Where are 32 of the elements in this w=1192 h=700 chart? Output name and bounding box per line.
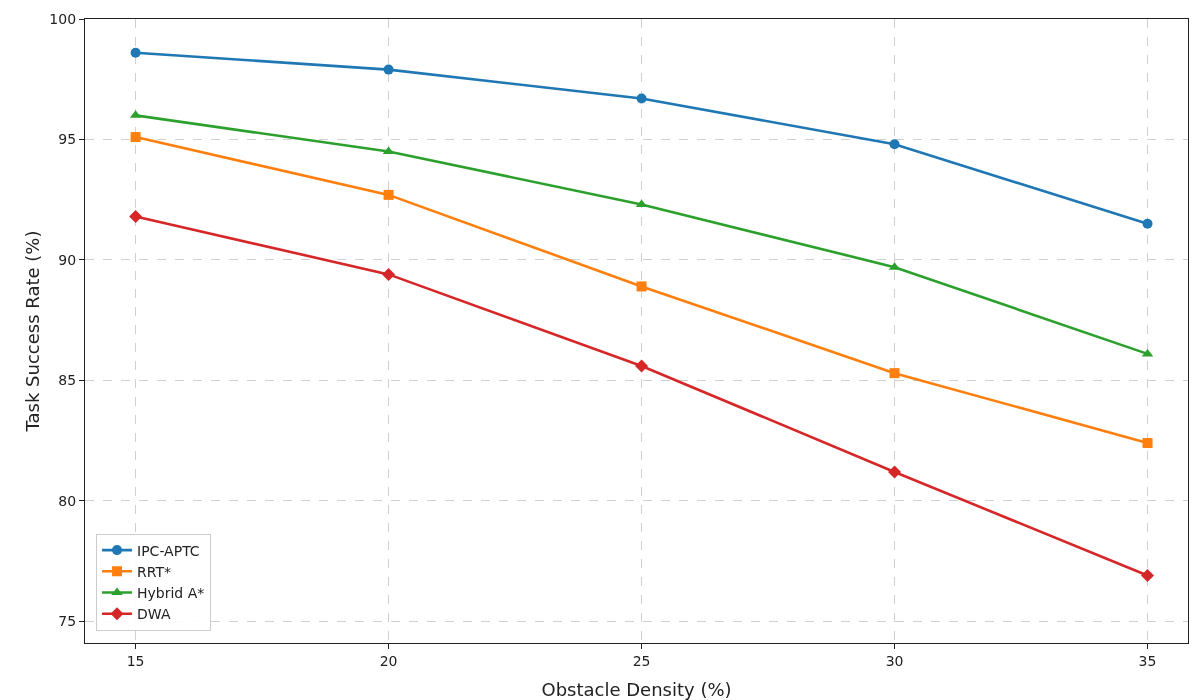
x-tick-label: 30 [885, 652, 904, 669]
point [889, 139, 900, 150]
point [888, 465, 902, 479]
x-tick-label: 15 [126, 652, 145, 669]
x-axis-title: Obstacle Density (%) [541, 679, 732, 700]
point [130, 132, 141, 143]
y-tick-label: 100 [49, 10, 77, 27]
y-tick-label: 95 [58, 131, 77, 148]
legend-label: DWA [137, 606, 171, 623]
legend-label: RRT* [137, 563, 172, 580]
point [129, 210, 143, 224]
point [1142, 218, 1153, 229]
legend-label: Hybrid A* [137, 584, 205, 601]
point [1141, 569, 1155, 583]
legend-label: IPC-APTC [137, 542, 200, 559]
x-tick-label: 20 [379, 652, 398, 669]
y-axis-title: Task Success Rate (%) [21, 230, 43, 433]
y-tick-label: 90 [58, 251, 77, 268]
point [1142, 438, 1153, 449]
x-tick-label: 25 [632, 652, 651, 669]
y-tick-label: 85 [58, 372, 77, 389]
point [636, 93, 647, 104]
y-tick-label: 75 [58, 613, 77, 630]
point [889, 368, 900, 379]
x-tick-label: 35 [1138, 652, 1157, 669]
point [636, 281, 647, 292]
y-tick-label: 80 [58, 492, 77, 509]
point [635, 359, 649, 373]
point [383, 64, 394, 75]
point [382, 267, 396, 281]
point [383, 189, 394, 200]
point [130, 47, 141, 58]
